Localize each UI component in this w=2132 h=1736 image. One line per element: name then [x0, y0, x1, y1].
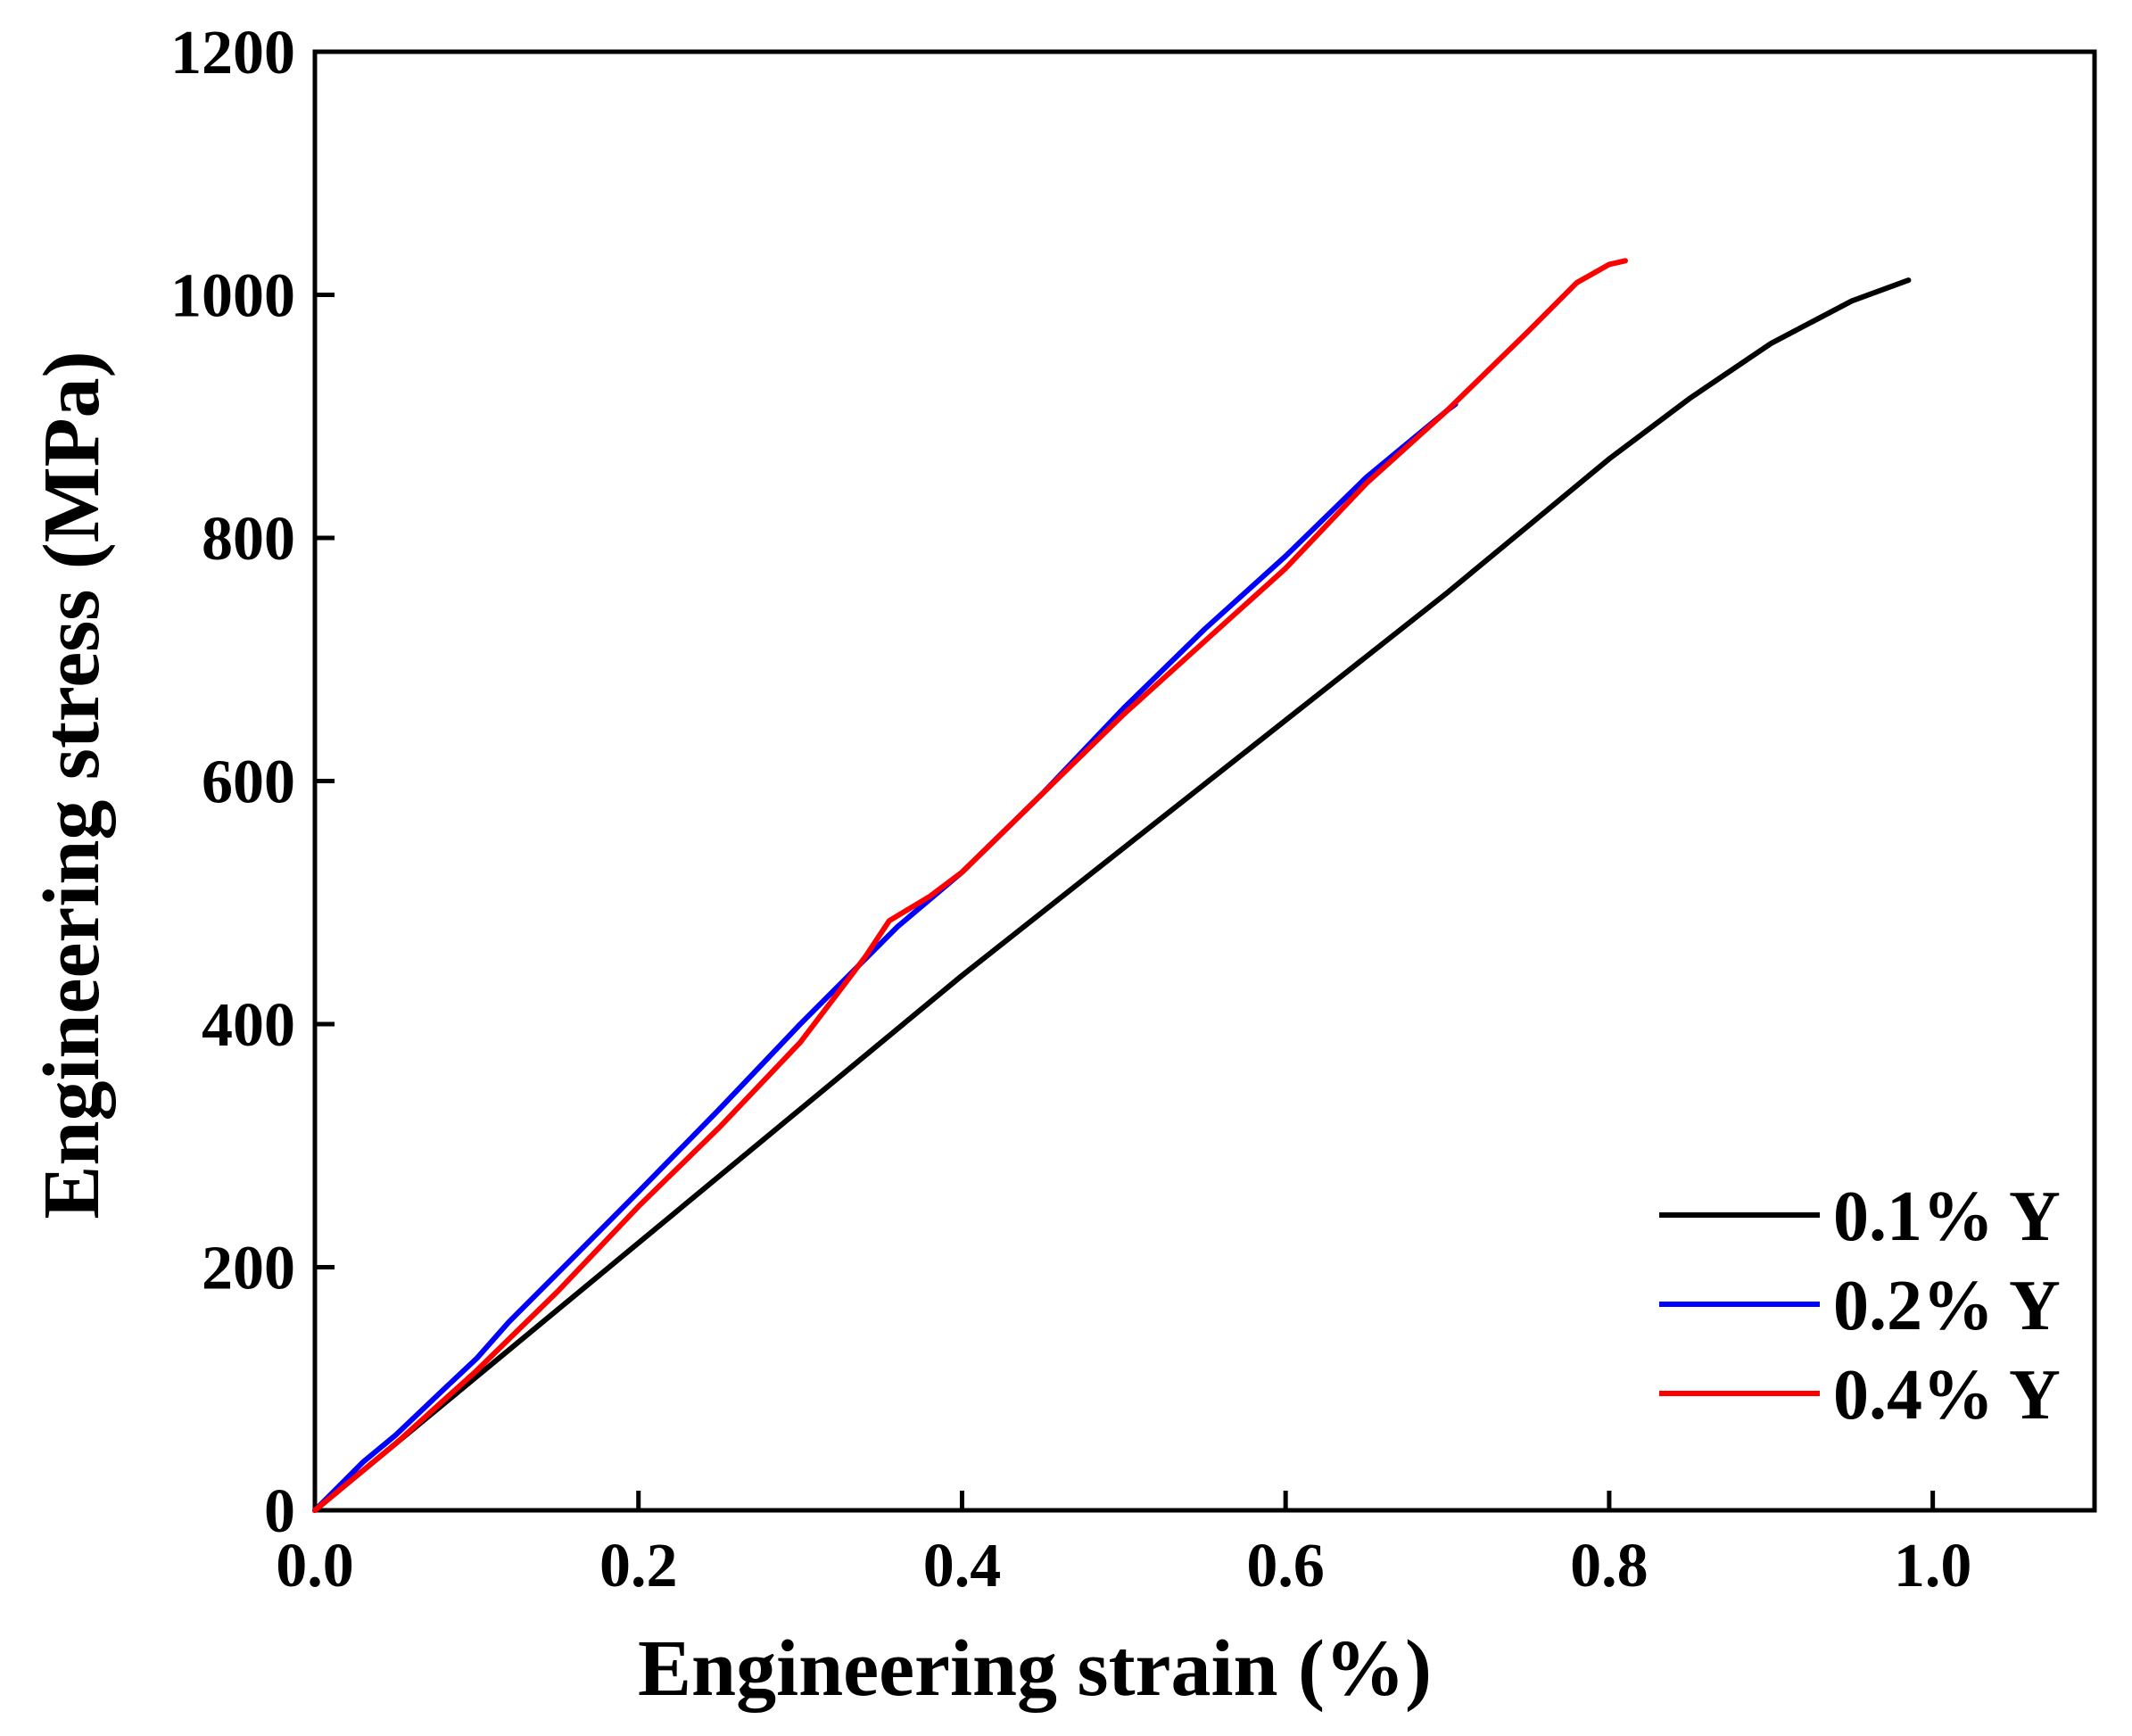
- x-tick-label: 0.8: [1570, 1532, 1649, 1600]
- x-tick-label: 1.0: [1894, 1532, 1972, 1600]
- series-line-0-1-y: [312, 277, 1912, 1513]
- legend-label: 0.4% Y: [1833, 1356, 2061, 1434]
- y-tick-label: 200: [202, 1235, 295, 1303]
- y-axis-ticks: 0 200 400 600 800 1000 1200: [170, 19, 335, 1546]
- y-tick-label: 0: [264, 1477, 295, 1546]
- legend-label: 0.2% Y: [1833, 1267, 2061, 1345]
- y-tick-label: 1000: [170, 262, 295, 331]
- x-tick-label: 0.2: [599, 1532, 678, 1600]
- y-axis-label: Engineering stress (MPa): [28, 351, 116, 1219]
- y-tick-label: 1200: [170, 19, 295, 87]
- x-tick-label: 0.6: [1246, 1532, 1325, 1600]
- series-line-0-4-y: [312, 258, 1628, 1513]
- legend-label: 0.1% Y: [1833, 1178, 2061, 1256]
- y-tick-label: 400: [202, 991, 295, 1060]
- x-axis-label: Engineering strain (%): [638, 1624, 1432, 1713]
- x-tick-label: 0.4: [923, 1532, 1002, 1600]
- x-tick-label: 0.0: [276, 1532, 354, 1600]
- series-line-0-2-y: [312, 401, 1459, 1513]
- y-tick-label: 800: [202, 505, 295, 574]
- series-lines: [312, 258, 1912, 1513]
- x-axis-ticks: 0.0 0.2 0.4 0.6 0.8 1.0: [276, 1491, 1971, 1600]
- legend: 0.1% Y 0.2% Y 0.4% Y: [1659, 1178, 2061, 1434]
- y-tick-label: 600: [202, 748, 295, 817]
